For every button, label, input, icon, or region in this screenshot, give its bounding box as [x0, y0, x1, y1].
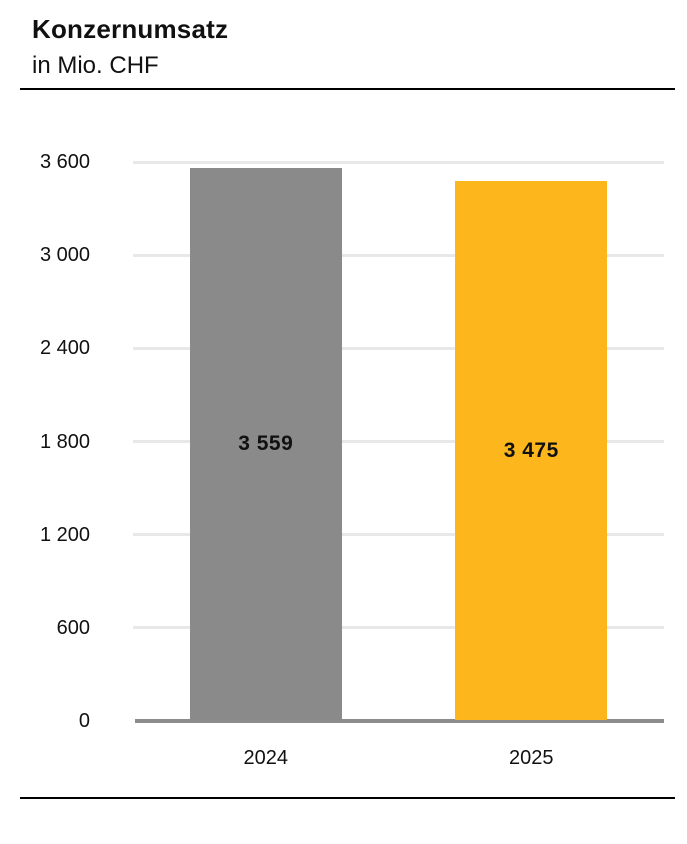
bar-2025: 3 475 [455, 181, 608, 720]
x-axis-label-2024: 2024 [243, 747, 289, 769]
bar-2024: 3 559 [189, 168, 342, 720]
chart-subtitle: in Mio. CHF [32, 52, 159, 79]
y-axis-tick-label: 1 800 [39, 430, 90, 453]
gridline [133, 253, 664, 257]
y-axis-tick-label: 600 [56, 616, 90, 639]
bar-value-label-2024: 3 559 [238, 432, 294, 456]
gridline [133, 440, 664, 443]
gridline [133, 346, 664, 350]
y-axis-tick-label: 1 200 [39, 523, 90, 546]
y-axis-tick-label: 3 600 [39, 151, 90, 173]
chart-title: Konzernumsatz [32, 14, 229, 44]
y-axis-tick-label: 3 000 [39, 244, 90, 267]
gridline [133, 626, 664, 630]
x-axis-baseline [135, 719, 664, 723]
top-divider [20, 88, 675, 90]
bar-value-label-2025: 3 475 [503, 438, 559, 462]
bottom-divider [20, 797, 675, 799]
y-axis-tick-label: 0 [78, 710, 90, 732]
y-axis-tick-label: 2 400 [39, 337, 90, 360]
gridline [133, 533, 664, 537]
x-axis-label-2025: 2025 [509, 747, 554, 769]
gridline [133, 160, 664, 164]
